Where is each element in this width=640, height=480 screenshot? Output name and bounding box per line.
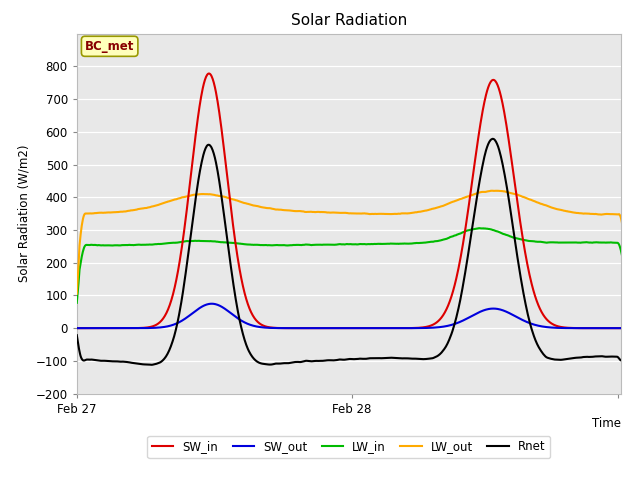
- Rnet: [623, 336, 630, 342]
- SW_out: [208, 301, 216, 307]
- LW_out: [502, 189, 509, 194]
- Line: SW_out: SW_out: [77, 304, 627, 328]
- LW_in: [451, 233, 458, 239]
- LW_out: [129, 207, 137, 213]
- SW_in: [73, 325, 81, 331]
- SW_in: [129, 325, 137, 331]
- Text: BC_met: BC_met: [85, 40, 134, 53]
- SW_in: [296, 325, 303, 331]
- SW_in: [205, 71, 212, 76]
- SW_in: [451, 282, 458, 288]
- Line: SW_in: SW_in: [77, 73, 627, 328]
- Line: Rnet: Rnet: [77, 139, 627, 365]
- LW_out: [489, 188, 497, 193]
- SW_out: [316, 325, 323, 331]
- SW_out: [451, 321, 458, 327]
- SW_out: [623, 325, 630, 331]
- LW_in: [315, 242, 323, 248]
- SW_in: [502, 119, 509, 124]
- SW_in: [316, 325, 323, 331]
- LW_in: [73, 300, 81, 306]
- Text: Time: Time: [592, 417, 621, 430]
- Rnet: [451, 321, 458, 326]
- Rnet: [513, 247, 520, 252]
- SW_out: [502, 309, 509, 314]
- LW_in: [502, 232, 509, 238]
- Rnet: [296, 359, 303, 365]
- LW_in: [476, 225, 483, 231]
- LW_in: [129, 242, 137, 248]
- LW_in: [623, 294, 630, 300]
- Legend: SW_in, SW_out, LW_in, LW_out, Rnet: SW_in, SW_out, LW_in, LW_out, Rnet: [147, 435, 550, 458]
- Rnet: [148, 362, 156, 368]
- Line: LW_in: LW_in: [77, 228, 627, 303]
- LW_out: [295, 208, 303, 214]
- Title: Solar Radiation: Solar Radiation: [291, 13, 407, 28]
- LW_out: [512, 192, 520, 197]
- LW_out: [73, 291, 81, 297]
- LW_in: [512, 235, 520, 241]
- SW_in: [512, 188, 520, 193]
- SW_out: [296, 325, 303, 331]
- SW_out: [129, 325, 137, 331]
- Y-axis label: Solar Radiation (W/m2): Solar Radiation (W/m2): [17, 145, 30, 282]
- Rnet: [316, 358, 323, 364]
- LW_out: [315, 209, 323, 215]
- LW_out: [623, 279, 630, 285]
- LW_in: [295, 242, 303, 248]
- SW_out: [512, 313, 520, 319]
- Rnet: [489, 136, 497, 142]
- Line: LW_out: LW_out: [77, 191, 627, 294]
- Rnet: [73, 332, 81, 338]
- SW_out: [73, 325, 81, 331]
- SW_in: [623, 325, 630, 331]
- LW_out: [451, 199, 458, 204]
- Rnet: [502, 181, 510, 187]
- Rnet: [129, 360, 137, 366]
